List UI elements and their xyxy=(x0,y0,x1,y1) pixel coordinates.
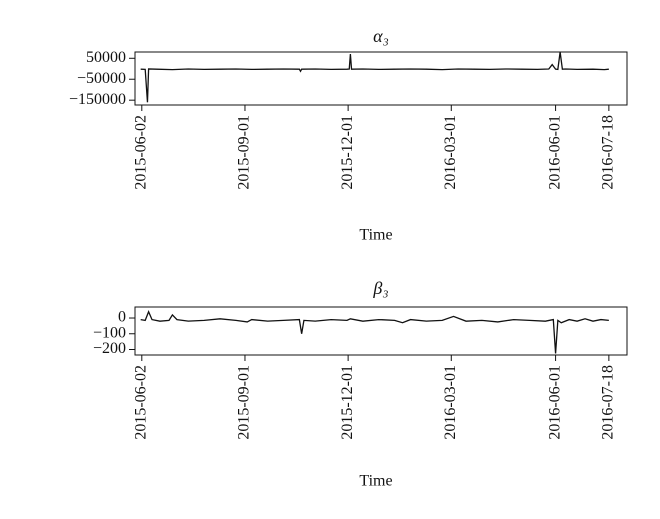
x-tick-label: 2015-06-02 xyxy=(132,365,149,440)
y-tick-label: 50000 xyxy=(86,49,126,66)
y-tick-label: −100 xyxy=(93,324,126,341)
x-tick-label: 2016-07-18 xyxy=(600,115,617,190)
x-tick-label: 2015-06-02 xyxy=(132,115,149,190)
series-line xyxy=(140,51,609,103)
x-axis-label: Time xyxy=(359,473,392,490)
series-line xyxy=(140,310,609,354)
x-tick-label: 2015-09-01 xyxy=(236,365,253,440)
plot-frame xyxy=(134,51,628,106)
x-tick-label: 2016-06-01 xyxy=(546,115,563,190)
x-tick-label: 2016-07-18 xyxy=(600,365,617,440)
x-tick-label: 2015-12-01 xyxy=(339,365,356,440)
x-tick-label: 2016-03-01 xyxy=(442,115,459,190)
y-tick-label: −50000 xyxy=(77,70,126,87)
plot-frame xyxy=(134,306,628,356)
x-tick-label: 2016-03-01 xyxy=(442,365,459,440)
y-tick-label: 0 xyxy=(118,309,126,326)
x-tick-label: 2016-06-01 xyxy=(546,365,563,440)
x-tick-label: 2015-09-01 xyxy=(236,115,253,190)
y-tick-label: −150000 xyxy=(69,91,126,108)
chart-title: β₃ xyxy=(372,278,388,298)
y-tick-label: −200 xyxy=(93,340,126,357)
chart-title: α₃ xyxy=(373,26,389,46)
x-tick-label: 2015-12-01 xyxy=(339,115,356,190)
x-axis-label: Time xyxy=(359,227,392,244)
